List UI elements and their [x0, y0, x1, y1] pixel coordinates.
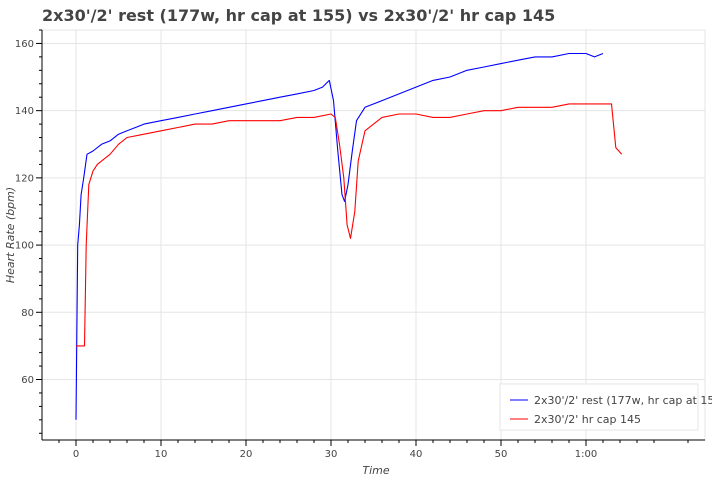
y-tick-label: 80: [21, 308, 34, 319]
tick-marks: 0 10 20 30 40 50 1:00 60 80 100 120 140 160: [15, 29, 689, 460]
legend-label-1: 2x30'/2' hr cap 145: [534, 413, 641, 426]
x-tick-label: 40: [410, 449, 423, 460]
series-line-1: [76, 103, 623, 347]
y-tick-label: 140: [15, 106, 34, 117]
x-tick-label: 1:00: [575, 449, 597, 460]
x-tick-label: 50: [495, 449, 508, 460]
y-tick-label: 160: [15, 39, 34, 50]
x-tick-label: 0: [73, 449, 79, 460]
legend-label-0: 2x30'/2' rest (177w, hr cap at 155): [534, 394, 712, 407]
y-tick-label: 120: [15, 173, 34, 184]
y-tick-label: 60: [21, 375, 34, 386]
plot-area: [41, 29, 706, 441]
x-axis-label: Time: [362, 464, 389, 477]
series-line-0: [75, 52, 604, 420]
x-tick-label: 30: [325, 449, 338, 460]
legend: 2x30'/2' rest (177w, hr cap at 155) 2x30…: [499, 383, 712, 431]
y-axis-label: Heart Rate (bpm): [4, 187, 17, 283]
grid-lines: [42, 30, 705, 440]
x-tick-label: 10: [155, 449, 168, 460]
chart-title: 2x30'/2' rest (177w, hr cap at 155) vs 2…: [42, 6, 556, 25]
legend-box: [499, 383, 699, 431]
series-layer: [75, 52, 623, 420]
x-tick-label: 20: [240, 449, 253, 460]
y-tick-label: 100: [15, 241, 34, 252]
axes: [41, 30, 705, 441]
